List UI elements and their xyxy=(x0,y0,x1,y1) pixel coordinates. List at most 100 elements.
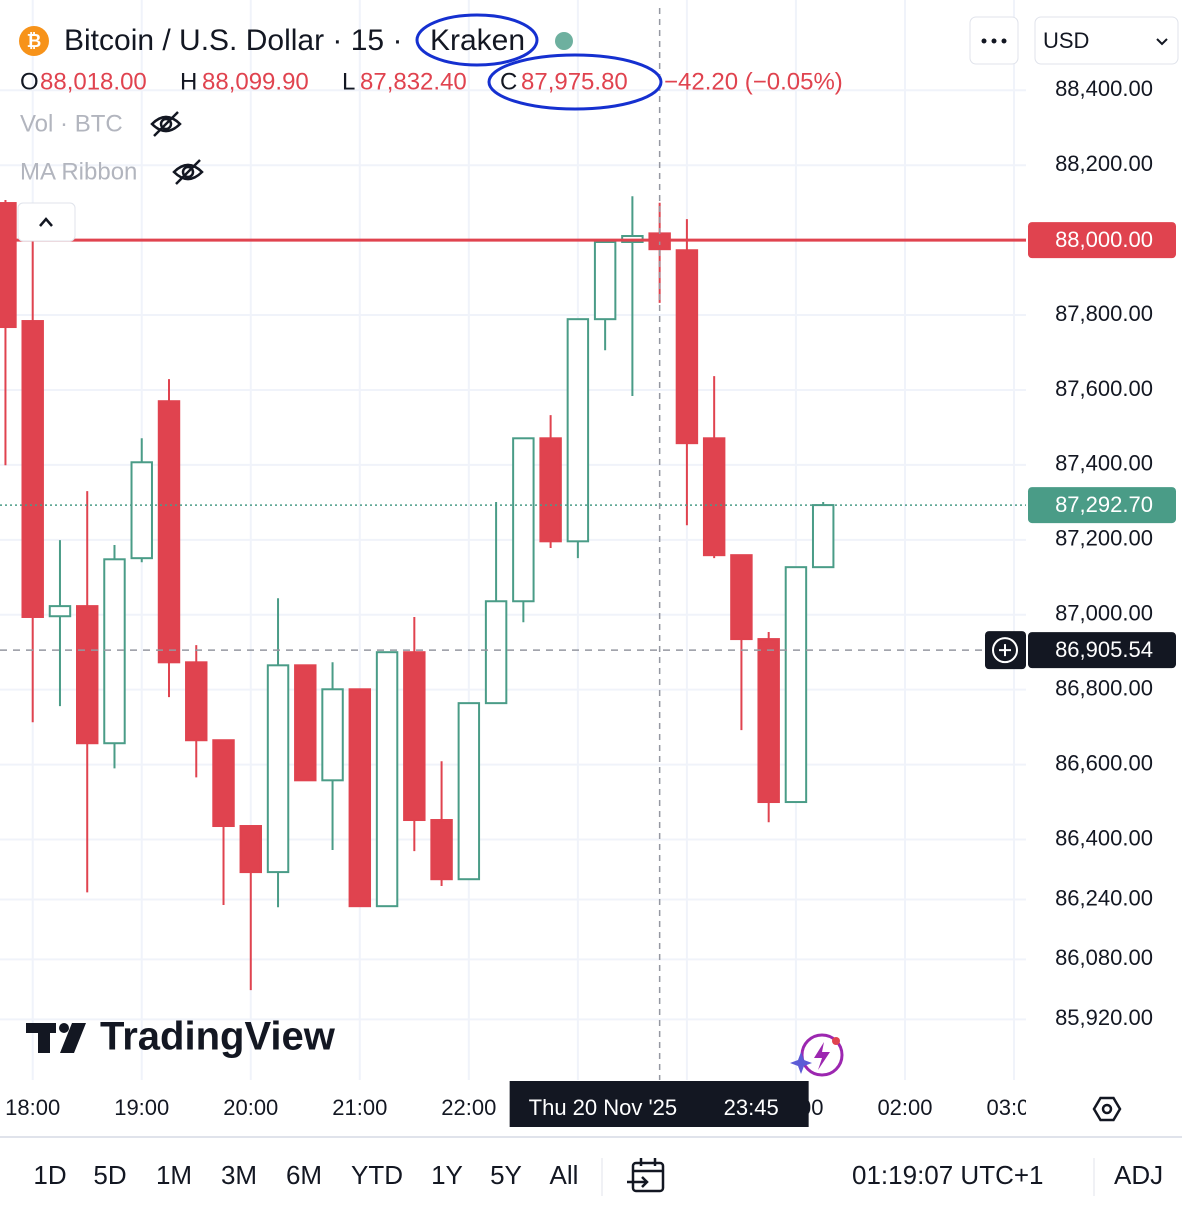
candle-body xyxy=(348,688,372,908)
range-buttons: 1D 5D 1M 3M 6M YTD 1Y 5Y All xyxy=(33,1160,578,1190)
currency: USD xyxy=(1043,28,1089,53)
axes: 18:0019:0020:0021:0022:0023:0000:0001:00… xyxy=(5,76,1176,1127)
ohlc-letter: C xyxy=(500,68,517,95)
candle-body xyxy=(103,558,126,745)
x-tick-label: 21:00 xyxy=(332,1095,387,1120)
hide-icon[interactable] xyxy=(172,159,204,185)
price-lines xyxy=(0,8,1026,1080)
indicator-label[interactable]: MA Ribbon xyxy=(20,158,137,185)
settings-icon[interactable] xyxy=(1092,1096,1122,1122)
candle-body xyxy=(266,664,290,874)
range-button[interactable]: 5D xyxy=(93,1160,126,1190)
candle-body xyxy=(730,554,753,641)
candle-body xyxy=(157,400,181,664)
price-tag-label: 86,905.54 xyxy=(1055,637,1153,662)
range-button[interactable]: YTD xyxy=(351,1160,403,1190)
range-button[interactable]: 5Y xyxy=(490,1160,522,1190)
ohlc-value: 87,832.40 xyxy=(360,68,467,95)
annotation-circle xyxy=(415,13,539,67)
candle-body xyxy=(484,600,508,705)
tooltip-time: 23:45 xyxy=(724,1095,779,1120)
y-tick-label: 88,400.00 xyxy=(1055,76,1153,101)
btc-icon xyxy=(19,26,49,56)
y-tick-label: 87,600.00 xyxy=(1055,376,1153,401)
ohlc-value: 88,018.00 xyxy=(40,68,147,95)
candle-body xyxy=(811,504,835,569)
plus-icon xyxy=(999,644,1011,657)
dropdown-arrow xyxy=(1156,38,1168,46)
range-button[interactable]: 1Y xyxy=(431,1160,463,1190)
goto-date-icon[interactable] xyxy=(627,1158,665,1193)
range-button[interactable]: 1M xyxy=(156,1160,192,1190)
candle-body xyxy=(375,651,399,908)
clock[interactable]: 01:19:07 UTC+1 xyxy=(852,1160,1044,1190)
candle-body xyxy=(130,461,153,560)
candle-body xyxy=(566,318,590,543)
y-tick-label: 86,400.00 xyxy=(1055,825,1153,850)
candle-body xyxy=(784,566,808,804)
range-button[interactable]: 1D xyxy=(33,1160,66,1190)
price-tag-label: 88,000.00 xyxy=(1055,227,1153,252)
y-tick-label: 88,200.00 xyxy=(1055,151,1153,176)
ohlc-letter: L xyxy=(342,68,355,95)
x-tick-label: 19:00 xyxy=(114,1095,169,1120)
y-tick-label: 86,240.00 xyxy=(1055,885,1153,910)
ohlc-value: 87,975.80 xyxy=(521,68,628,95)
time-tooltip xyxy=(509,1081,809,1127)
candle-body xyxy=(430,819,453,881)
candle-body xyxy=(0,202,17,329)
candle-body xyxy=(757,638,780,804)
market-status xyxy=(555,32,573,50)
price-tag xyxy=(1028,632,1176,669)
candle-body xyxy=(702,437,726,557)
candle-body xyxy=(403,651,426,822)
exchange[interactable]: Kraken xyxy=(430,24,525,57)
y-tick-label: 86,080.00 xyxy=(1055,945,1153,970)
candle-body xyxy=(593,240,617,321)
y-tick-label: 87,200.00 xyxy=(1055,526,1153,551)
more-icon xyxy=(981,38,1007,44)
y-tick-label: 87,400.00 xyxy=(1055,451,1153,476)
candle-body xyxy=(457,702,481,881)
y-tick-label: 87,000.00 xyxy=(1055,601,1153,626)
candle-body xyxy=(539,437,562,543)
candle-body xyxy=(294,664,317,782)
y-tick-label: 86,800.00 xyxy=(1055,675,1153,700)
candle-body xyxy=(185,661,208,742)
price-tag-label: 87,292.70 xyxy=(1055,492,1153,517)
ohlc-letter: H xyxy=(180,68,197,95)
assistant-icon[interactable] xyxy=(790,1033,844,1077)
chevron-up xyxy=(39,217,53,227)
range-button[interactable]: 3M xyxy=(221,1160,257,1190)
ohlc-value: 88,099.90 xyxy=(202,68,309,95)
candle-body xyxy=(76,605,99,745)
price-tag xyxy=(1028,487,1176,524)
y-tick-label: 86,600.00 xyxy=(1055,750,1153,775)
hide-icon[interactable] xyxy=(150,111,182,137)
range-button[interactable]: All xyxy=(550,1160,579,1190)
x-tick-label: 03:00 xyxy=(986,1095,1041,1120)
candle-body xyxy=(675,249,699,445)
candle-body xyxy=(48,605,72,618)
tooltip-date: Thu 20 Nov '25 xyxy=(529,1095,678,1120)
x-tick-label: 20:00 xyxy=(223,1095,278,1120)
currency-select[interactable] xyxy=(1034,16,1179,65)
logo-text: TradingView xyxy=(100,1015,336,1059)
btc-icon-glyph: ₿ xyxy=(27,31,42,51)
candle-body xyxy=(212,739,235,828)
adj-toggle[interactable]: ADJ xyxy=(1114,1160,1163,1190)
y-tick-label: 85,920.00 xyxy=(1055,1005,1153,1030)
candle-body xyxy=(321,688,344,782)
price-tag xyxy=(1028,222,1176,259)
annotation-circle xyxy=(487,53,663,111)
candle-body xyxy=(239,825,262,874)
collapse-button[interactable] xyxy=(17,202,76,242)
candles xyxy=(0,196,835,991)
range-button[interactable]: 6M xyxy=(286,1160,322,1190)
candle-body xyxy=(21,320,44,618)
plus-icon xyxy=(992,637,1018,664)
ohlc-letter: O xyxy=(20,68,39,95)
indicator-label[interactable]: Vol · BTC xyxy=(20,110,123,137)
